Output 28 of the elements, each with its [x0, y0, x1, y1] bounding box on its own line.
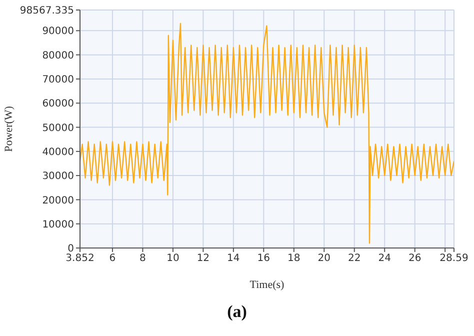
x-tick-label: 10: [166, 253, 180, 264]
y-axis-title: Power(W): [2, 106, 15, 152]
x-tick-label: 20: [318, 253, 330, 264]
y-tick-label: 90000: [42, 26, 74, 38]
y-tick-label: 0: [68, 244, 74, 255]
y-tick-label: 20000: [42, 195, 74, 206]
line-series: [80, 22, 454, 244]
y-tick-label: 40000: [42, 146, 74, 158]
x-tick-label: 12: [196, 253, 210, 264]
x-tick-label: 8: [140, 253, 146, 264]
x-axis-title: Time(s): [250, 279, 285, 291]
x-tick-label: 18: [288, 253, 300, 264]
x-tick-label: 6: [109, 253, 116, 264]
x-tick-label: 24: [378, 253, 391, 264]
y-tick-label: 50000: [42, 122, 74, 134]
text: (a): [226, 302, 248, 322]
x-tick-label: 26: [408, 253, 422, 264]
y-tick-label: 98567.335: [20, 6, 74, 17]
y-tick-label: 80000: [42, 50, 74, 62]
x-tick-label: 28.59: [440, 253, 468, 264]
x-tick-label: 22: [348, 253, 361, 264]
y-tick-label: 60000: [42, 98, 74, 110]
y-tick-label: 70000: [42, 74, 74, 86]
x-tick-label: 16: [257, 253, 270, 264]
x-tick-label: 14: [227, 253, 240, 264]
y-tick-label: 10000: [42, 219, 74, 230]
y-tick-label: 30000: [42, 171, 74, 182]
x-tick-label: 3.852: [66, 253, 94, 264]
